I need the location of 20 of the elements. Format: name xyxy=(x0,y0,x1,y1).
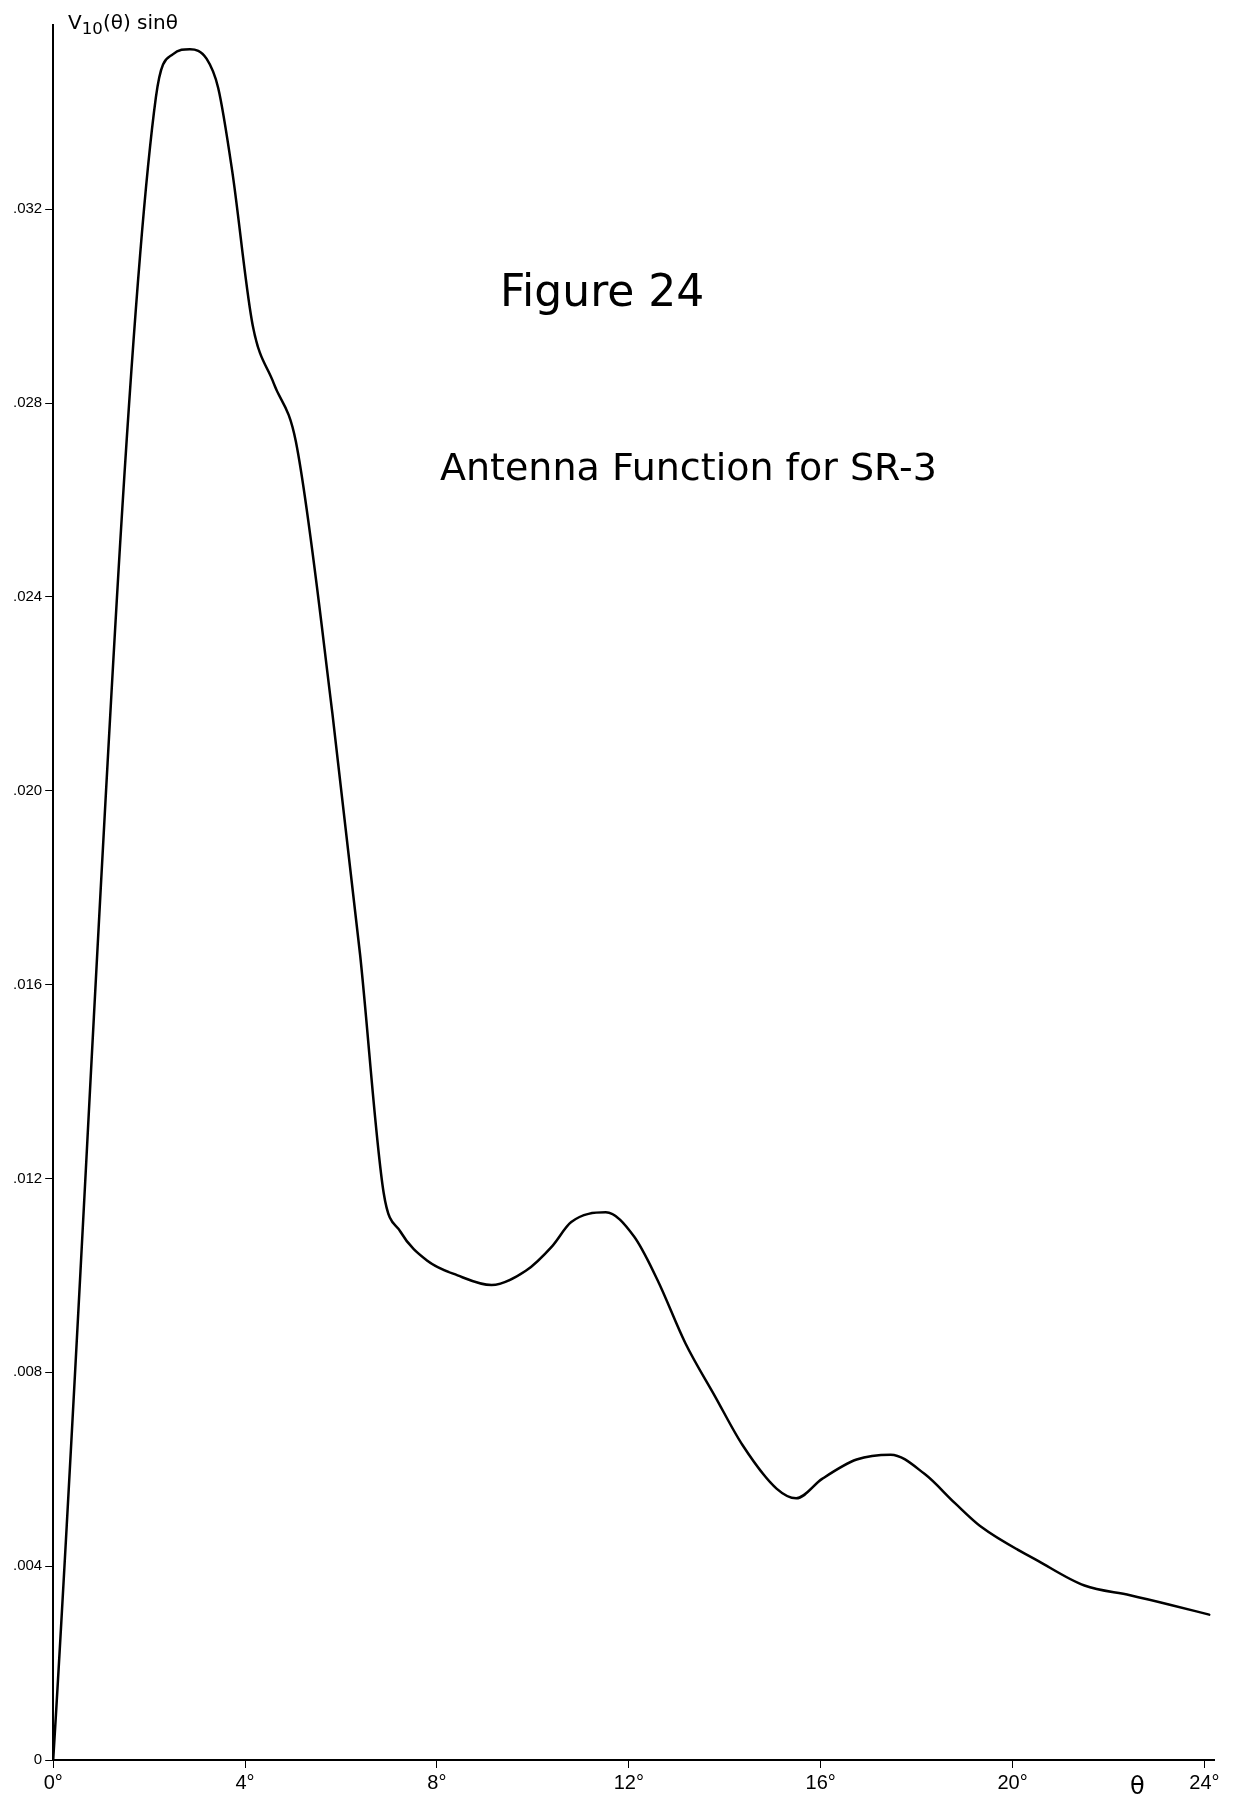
x-tick-label: 20° xyxy=(997,1770,1028,1793)
y-tick-label: .008 xyxy=(12,1362,43,1380)
y-tick-label: .004 xyxy=(12,1556,43,1574)
y-tick-label: .024 xyxy=(12,587,43,605)
x-tick-label: 8° xyxy=(427,1770,447,1793)
y-tick-label: .028 xyxy=(12,393,43,411)
y-tick-label: .032 xyxy=(12,199,43,217)
y-tick-label: .016 xyxy=(12,974,43,992)
x-tick-label: 16° xyxy=(805,1770,836,1793)
y-tick-label: 0 xyxy=(33,1750,43,1768)
x-axis-title: θ xyxy=(1130,1772,1145,1800)
y-tick-label: .012 xyxy=(12,1168,43,1186)
x-tick-label: 12° xyxy=(613,1770,644,1793)
x-tick-label: 0° xyxy=(43,1770,63,1793)
text: Figure 24 xyxy=(500,265,705,316)
x-tick-label: 4° xyxy=(235,1770,255,1793)
x-tick-label: 24° xyxy=(1189,1770,1220,1793)
y-tick-label: .020 xyxy=(12,780,43,798)
text: Antenna Function for SR-3 xyxy=(440,445,937,489)
y-axis-title: V$_{10}$(θ) sinθ xyxy=(68,10,178,38)
